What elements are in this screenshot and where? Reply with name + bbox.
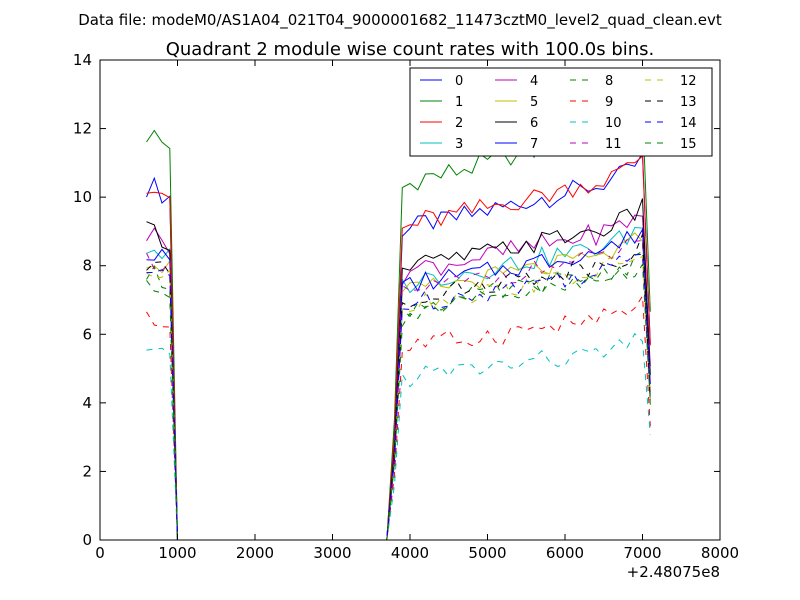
legend-label-10: 10	[605, 116, 622, 131]
y-tick-label: 14	[73, 51, 92, 69]
series-line-14	[146, 253, 651, 541]
series-line-15	[146, 262, 651, 541]
y-tick-label: 0	[82, 531, 92, 549]
series-line-9	[146, 294, 651, 541]
chart-title: Quadrant 2 module wise count rates with …	[166, 39, 655, 60]
legend-label-14: 14	[680, 116, 697, 131]
x-tick-label: 6000	[546, 544, 584, 562]
x-tick-label: 4000	[391, 544, 429, 562]
series-line-2	[146, 155, 651, 541]
legend-label-0: 0	[455, 74, 463, 89]
series-group	[146, 106, 651, 541]
legend-label-1: 1	[455, 95, 463, 110]
legend-label-7: 7	[530, 137, 538, 152]
x-tick-label: 2000	[236, 544, 274, 562]
series-line-10	[146, 332, 651, 541]
legend-label-13: 13	[680, 95, 697, 110]
x-tick-label: 8000	[701, 544, 739, 562]
x-tick-label: 0	[95, 544, 105, 562]
series-line-8	[146, 250, 651, 541]
legend-label-8: 8	[605, 74, 613, 89]
legend-label-6: 6	[530, 116, 538, 131]
ticks-group: 0 1000 2000 3000 4000 5000 6000 7000 80000246810…	[73, 51, 739, 562]
y-tick-label: 6	[82, 325, 92, 343]
legend-label-4: 4	[530, 74, 538, 89]
y-tick-label: 10	[73, 188, 92, 206]
x-axis-offset-label: +2.48075e8	[627, 563, 720, 581]
y-tick-label: 4	[82, 394, 92, 412]
legend-label-15: 15	[680, 137, 697, 152]
x-tick-label: 3000	[313, 544, 351, 562]
legend-label-2: 2	[455, 116, 463, 131]
legend-label-11: 11	[605, 137, 622, 152]
legend-label-5: 5	[530, 95, 538, 110]
chart-suptitle: Data file: modeM0/AS1A04_021T04_90000016…	[78, 11, 722, 30]
y-tick-label: 2	[82, 462, 92, 480]
legend-label-9: 9	[605, 95, 613, 110]
legend-label-3: 3	[455, 137, 463, 152]
legend-label-12: 12	[680, 74, 697, 89]
y-tick-label: 8	[82, 257, 92, 275]
legend-box	[409, 67, 713, 157]
x-tick-label: 7000	[623, 544, 661, 562]
x-tick-label: 1000	[158, 544, 196, 562]
x-tick-label: 5000	[468, 544, 506, 562]
y-tick-label: 12	[73, 120, 92, 138]
